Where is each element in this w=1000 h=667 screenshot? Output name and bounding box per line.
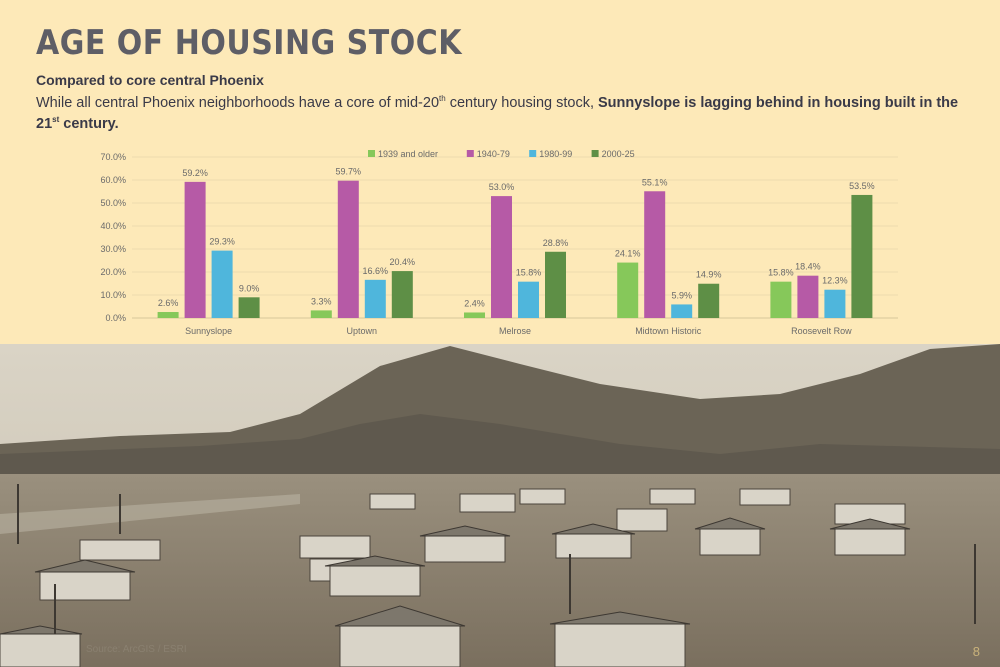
historic-neighborhood-photo: Source: ArcGIS / ESRI 8 xyxy=(0,344,1000,667)
y-tick-label: 0.0% xyxy=(105,313,126,323)
x-tick-label: Uptown xyxy=(347,326,378,336)
page-number: 8 xyxy=(972,644,980,659)
data-label: 59.7% xyxy=(336,167,362,177)
y-tick-label: 60.0% xyxy=(100,175,126,185)
data-label: 53.5% xyxy=(849,181,875,191)
data-label: 14.9% xyxy=(696,270,722,280)
intro-emphasis-end: century. xyxy=(59,116,119,132)
data-label: 9.0% xyxy=(239,283,260,293)
intro-emphasis-text: Sunnyslope is lagging behind in housing … xyxy=(36,95,959,132)
bar xyxy=(464,312,485,318)
photo-illustration xyxy=(0,344,1000,667)
intro-text-start: While all central Phoenix neighborhoods … xyxy=(36,95,440,111)
y-tick-label: 20.0% xyxy=(100,267,126,277)
data-label: 18.4% xyxy=(795,262,821,272)
bar xyxy=(157,312,179,318)
data-label: 2.6% xyxy=(158,298,179,308)
intro-text-mid: century housing stock, xyxy=(445,95,599,111)
housing-age-chart: 0.0% 10.0% 20.0% 30.0% 40.0% 50.0% 60.0% 70.0% 2… xyxy=(90,144,910,349)
bar xyxy=(770,281,792,318)
bar xyxy=(644,191,666,318)
legend-label: 2000-25 xyxy=(602,149,635,159)
intro-paragraph: While all central Phoenix neighborhoods … xyxy=(36,93,976,135)
legend-label: 1939 and older xyxy=(378,149,438,159)
x-tick-label: Sunnyslope xyxy=(185,326,232,336)
data-label: 29.3% xyxy=(209,237,235,247)
legend-label: 1980-99 xyxy=(539,149,572,159)
intro-sup-th: th xyxy=(439,94,446,103)
bar xyxy=(545,251,566,318)
bar xyxy=(698,283,720,318)
data-label: 15.8% xyxy=(768,268,794,278)
data-label: 24.1% xyxy=(615,249,641,259)
bar xyxy=(491,196,512,318)
bar xyxy=(364,279,386,318)
y-tick-label: 30.0% xyxy=(100,244,126,254)
legend-swatch xyxy=(368,150,375,157)
bar xyxy=(238,297,260,318)
bar xyxy=(337,180,359,318)
legend-swatch xyxy=(529,150,537,157)
intro-sup-st: st xyxy=(52,115,60,124)
y-tick-label: 50.0% xyxy=(100,198,126,208)
data-label: 5.9% xyxy=(671,290,692,300)
legend-label: 1940-79 xyxy=(477,149,510,159)
bar xyxy=(851,194,873,318)
bar xyxy=(824,289,846,318)
legend-swatch xyxy=(591,150,599,157)
header-panel: Age of Housing Stock Compared to core ce… xyxy=(36,24,976,336)
x-tick-label: Midtown Historic xyxy=(635,326,702,336)
data-label: 3.3% xyxy=(311,296,332,306)
legend-swatch xyxy=(466,150,474,157)
data-label: 53.0% xyxy=(489,182,515,192)
page-subtitle: Compared to core central Phoenix xyxy=(36,72,264,88)
data-label: 15.8% xyxy=(516,268,542,278)
data-label: 2.4% xyxy=(464,298,485,308)
bar xyxy=(184,181,206,318)
bar xyxy=(310,310,332,318)
source-caption: Source: ArcGIS / ESRI xyxy=(86,644,187,655)
data-label: 16.6% xyxy=(363,266,389,276)
bar xyxy=(391,271,413,318)
x-tick-label: Melrose xyxy=(499,326,531,336)
data-label: 12.3% xyxy=(822,276,848,286)
bar xyxy=(671,304,693,318)
intro-emphasis: Sunnyslope is lagging behind in housing … xyxy=(36,95,958,132)
bar xyxy=(797,275,819,318)
data-label: 59.2% xyxy=(182,168,208,178)
x-tick-label: Roosevelt Row xyxy=(791,326,852,336)
bar xyxy=(518,281,539,318)
page-title: Age of Housing Stock xyxy=(36,24,462,64)
bar xyxy=(617,262,639,318)
chart-svg: 0.0% 10.0% 20.0% 30.0% 40.0% 50.0% 60.0% 70.0% 2… xyxy=(100,149,898,336)
y-tick-label: 10.0% xyxy=(100,290,126,300)
data-label: 28.8% xyxy=(543,238,569,248)
data-label: 55.1% xyxy=(642,177,668,187)
y-tick-label: 70.0% xyxy=(100,152,126,162)
data-label: 20.4% xyxy=(390,257,416,267)
y-tick-label: 40.0% xyxy=(100,221,126,231)
bar xyxy=(211,250,233,318)
